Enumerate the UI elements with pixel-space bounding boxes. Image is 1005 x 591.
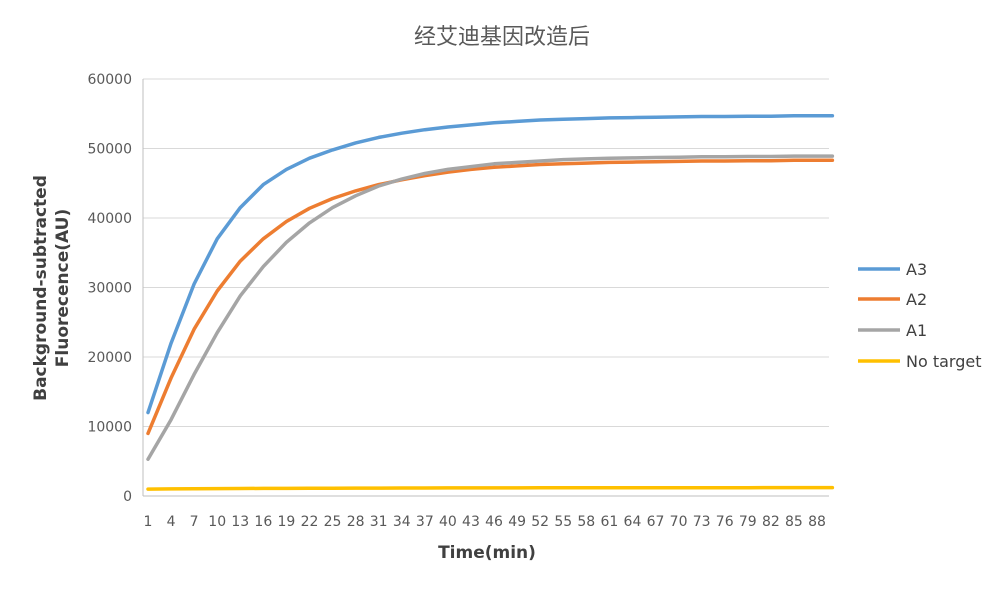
legend-label-no-target: No target: [906, 352, 982, 371]
y-axis-title: Background-subtracted Fluorecence(AU): [31, 175, 73, 401]
y-tick-label: 50000: [87, 142, 132, 158]
series-line-no-target: [146, 485, 835, 491]
x-tick-label: 19: [277, 514, 295, 530]
legend-label-a1: A1: [906, 321, 927, 340]
series-line-a1: [146, 154, 835, 461]
x-tick-label: 43: [462, 514, 480, 530]
x-tick-label: 85: [785, 514, 803, 530]
y-tick-label: 40000: [87, 211, 132, 227]
x-tick-label: 10: [208, 514, 226, 530]
x-tick-label: 55: [554, 514, 572, 530]
x-tick-label: 22: [301, 514, 319, 530]
y-axis-title-line-1: Background-subtracted: [31, 175, 51, 401]
x-tick-label: 82: [762, 514, 780, 530]
y-tick-label: 20000: [87, 350, 132, 366]
legend: A3 A2 A1 No target: [858, 260, 982, 371]
x-tick-label: 76: [716, 514, 734, 530]
x-tick-label: 58: [577, 514, 595, 530]
chart-title: 经艾迪基因改造后: [414, 25, 590, 50]
x-tick-label: 7: [190, 514, 199, 530]
y-tick-labels: 0 10000 20000 30000 40000 50000 60000: [87, 72, 132, 505]
x-tick-label: 37: [416, 514, 434, 530]
x-tick-label: 88: [808, 514, 826, 530]
axes: [142, 79, 829, 497]
x-tick-labels: 1 4 7 10 13 16 19 22 25 28 31 34 37 40 43 46 49 52 55 58 61 6…: [144, 514, 826, 530]
series-lines: [146, 114, 835, 491]
legend-label-a3: A3: [906, 260, 927, 279]
x-tick-label: 34: [393, 514, 411, 530]
x-tick-label: 28: [347, 514, 365, 530]
x-tick-label: 40: [439, 514, 457, 530]
x-tick-label: 79: [739, 514, 757, 530]
y-axis-title-line-2: Fluorecence(AU): [53, 209, 73, 367]
x-tick-label: 31: [370, 514, 388, 530]
x-tick-label: 61: [600, 514, 618, 530]
x-tick-label: 4: [167, 514, 176, 530]
x-tick-label: 16: [254, 514, 272, 530]
series-line-a2: [146, 158, 835, 436]
x-tick-label: 49: [508, 514, 526, 530]
x-tick-label: 13: [231, 514, 249, 530]
gridlines: [143, 78, 829, 427]
x-tick-label: 25: [324, 514, 342, 530]
x-tick-label: 67: [647, 514, 665, 530]
legend-label-a2: A2: [906, 290, 927, 309]
series-line-a3: [146, 114, 835, 415]
x-tick-label: 64: [624, 514, 642, 530]
x-tick-label: 52: [531, 514, 549, 530]
y-tick-label: 0: [123, 489, 132, 505]
x-axis-title: Time(min): [438, 543, 536, 563]
y-tick-label: 10000: [87, 420, 132, 436]
x-tick-label: 46: [485, 514, 503, 530]
x-tick-label: 70: [670, 514, 688, 530]
x-tick-label: 73: [693, 514, 711, 530]
x-tick-label: 1: [144, 514, 153, 530]
y-tick-label: 30000: [87, 281, 132, 297]
y-tick-label: 60000: [87, 72, 132, 88]
